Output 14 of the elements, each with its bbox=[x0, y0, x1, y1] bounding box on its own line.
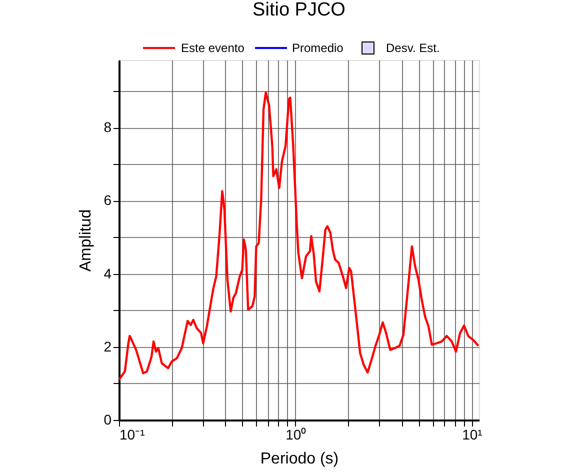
x-tick-label: 10¹ bbox=[462, 426, 483, 442]
x-tick-label: 10⁻¹ bbox=[120, 426, 146, 442]
legend-label: Promedio bbox=[292, 41, 344, 55]
x-axis-title: Periodo (s) bbox=[260, 450, 339, 468]
y-tick-label: 0 bbox=[104, 412, 112, 428]
legend-label: Este evento bbox=[181, 41, 245, 55]
y-tick-label: 4 bbox=[104, 265, 112, 282]
x-tick-label: 10⁰ bbox=[286, 426, 306, 442]
legend-label: Desv. Est. bbox=[386, 41, 440, 55]
y-axis-title: Amplitud bbox=[78, 209, 95, 272]
y-tick-label: 2 bbox=[104, 338, 112, 354]
y-tick-label: 6 bbox=[104, 192, 112, 208]
y-tick-label: 8 bbox=[104, 119, 112, 136]
chart-title: Sitio PJCO bbox=[252, 0, 346, 20]
